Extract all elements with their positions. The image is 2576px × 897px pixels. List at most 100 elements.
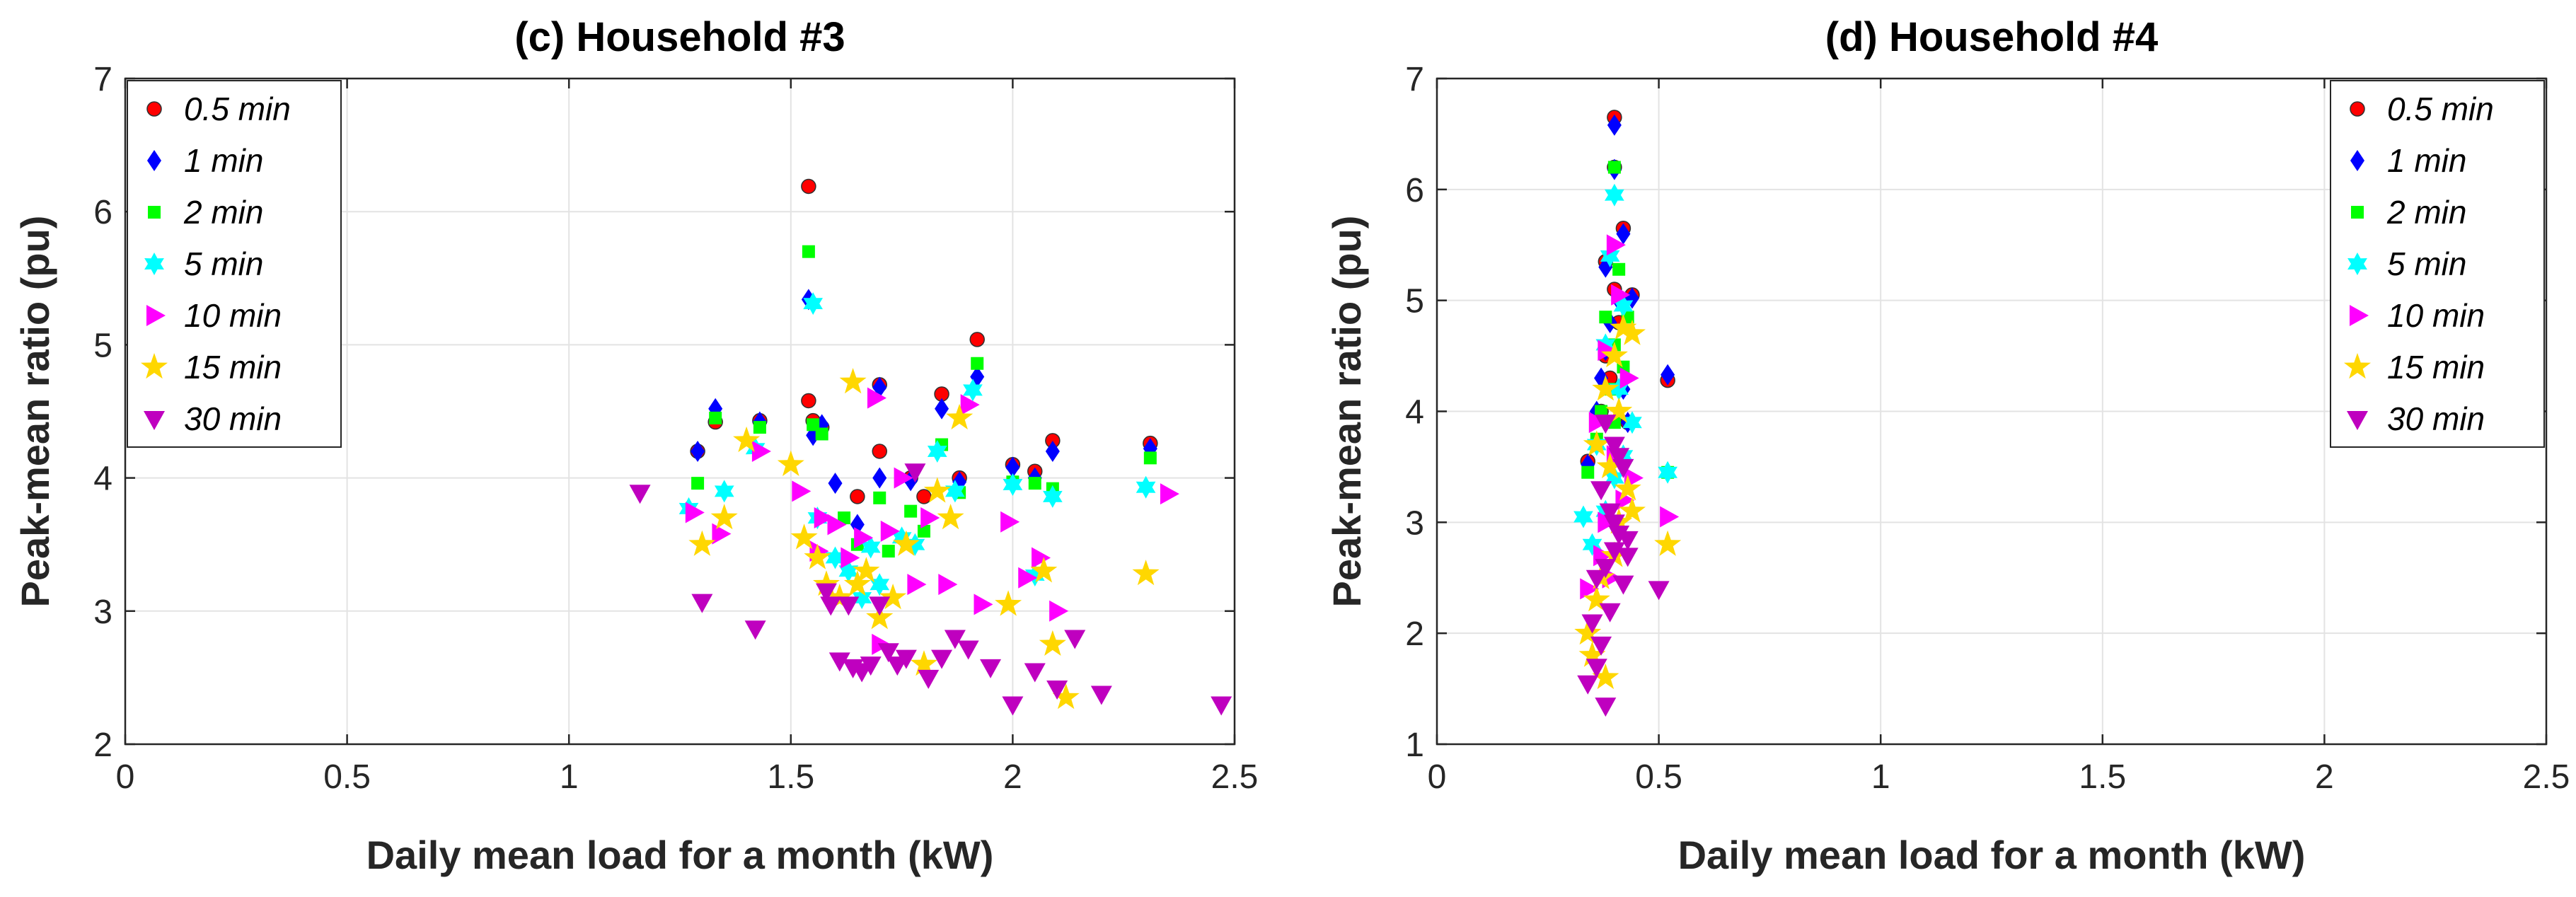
data-point <box>1090 685 1112 705</box>
data-point <box>1039 630 1066 656</box>
data-point <box>870 573 890 596</box>
legend-box <box>2330 80 2545 448</box>
data-point <box>1024 564 1045 586</box>
data-point <box>1598 511 1617 533</box>
x-tick-label: 2 <box>2315 758 2334 796</box>
data-point <box>935 398 949 419</box>
data-point <box>843 570 871 596</box>
data-point <box>1590 481 1612 501</box>
data-point <box>927 440 947 463</box>
data-point <box>1586 659 1607 678</box>
data-point <box>866 603 894 630</box>
data-point <box>1583 430 1610 456</box>
data-point <box>1600 244 1620 267</box>
data-point <box>971 357 984 370</box>
data-point <box>1618 319 1646 345</box>
data-point <box>814 507 833 529</box>
legend-marker <box>2347 253 2367 275</box>
y-tick-label: 7 <box>1405 61 1424 98</box>
legend-marker <box>2350 101 2365 117</box>
chart-panel-d: 0 0.5 1 1.5 2 2.5 1 2 3 4 5 6 7 (d) Household #4 Daily… <box>1324 14 2570 877</box>
data-point <box>1211 696 1232 716</box>
legend-entry: 15 min <box>141 349 282 386</box>
data-point <box>1583 586 1610 612</box>
data-point <box>1043 485 1063 508</box>
data-point <box>691 594 713 613</box>
data-point <box>904 463 926 483</box>
data-point <box>1611 284 1631 306</box>
y-tick-label: 3 <box>93 594 112 631</box>
data-point <box>714 480 734 503</box>
legend-entry: 10 min <box>2350 297 2485 334</box>
y-tick-label: 4 <box>93 461 112 498</box>
data-point <box>1608 448 1630 468</box>
y-tick-label: 4 <box>1405 394 1424 432</box>
legend-label: 5 min <box>184 245 263 282</box>
data-point <box>691 440 705 462</box>
data-point <box>931 649 953 669</box>
x-axis-label: Daily mean load for a month (kW) <box>1678 833 2306 877</box>
data-point <box>1024 663 1046 683</box>
data-point <box>1578 641 1606 667</box>
data-point <box>1592 375 1619 401</box>
data-point <box>917 524 930 538</box>
data-point <box>1609 378 1629 401</box>
data-point <box>1605 466 1624 490</box>
legend-marker <box>2350 150 2364 171</box>
y-tick-label: 6 <box>93 194 112 231</box>
data-point <box>813 570 840 596</box>
data-point <box>1617 531 1639 550</box>
data-point <box>892 530 920 556</box>
data-point <box>852 586 872 609</box>
data-point <box>1577 675 1599 695</box>
data-point <box>963 378 983 402</box>
data-point <box>891 526 912 550</box>
x-tick-label: 0.5 <box>323 758 371 796</box>
data-point <box>1574 619 1602 645</box>
data-point <box>960 394 980 416</box>
legend-label: 1 min <box>2387 142 2466 179</box>
legend-marker <box>2344 353 2371 379</box>
chart-title: (c) Household #3 <box>514 14 845 60</box>
legend-entry: 0.5 min <box>146 91 291 127</box>
data-point <box>825 546 845 569</box>
data-point <box>1046 680 1068 700</box>
data-point <box>1600 342 1628 368</box>
data-point <box>1622 411 1642 434</box>
data-point <box>1618 497 1646 523</box>
data-point <box>853 557 880 583</box>
data-point <box>839 368 867 394</box>
data-point <box>905 533 925 556</box>
data-point <box>1018 567 1038 589</box>
data-point <box>1599 503 1621 523</box>
legend-entry: 5 min <box>2347 245 2466 282</box>
data-point <box>860 656 882 676</box>
data-point <box>841 547 860 569</box>
legend-label: 0.5 min <box>2387 91 2494 127</box>
legend-entry: 5 min <box>144 245 263 282</box>
legend-entry: 30 min <box>2347 400 2485 437</box>
legend-label: 30 min <box>184 400 282 437</box>
data-point <box>882 545 895 558</box>
data-point <box>1592 663 1619 690</box>
legend-label: 0.5 min <box>184 91 291 127</box>
data-point <box>790 523 818 550</box>
data-point <box>1595 698 1617 717</box>
x-tick-label: 1 <box>1871 758 1890 796</box>
data-point <box>850 489 865 504</box>
data-point <box>1045 440 1060 462</box>
data-point <box>1595 559 1617 579</box>
chart-panel-c: 0 0.5 1 1.5 2 2.5 2 3 4 5 6 7 (c) Household #3 Daily … <box>13 14 1258 877</box>
data-point <box>1582 533 1602 556</box>
data-point <box>1005 456 1020 478</box>
legend-label: 5 min <box>2387 245 2466 282</box>
data-point <box>709 411 722 424</box>
data-point <box>872 467 887 489</box>
data-point <box>1613 294 1634 318</box>
legend-entry: 2 min <box>148 194 263 231</box>
data-point <box>1648 581 1670 601</box>
chart-title: (d) Household #4 <box>1825 14 2158 60</box>
y-tick-label: 1 <box>1405 727 1424 764</box>
y-tick-label: 7 <box>93 61 112 98</box>
